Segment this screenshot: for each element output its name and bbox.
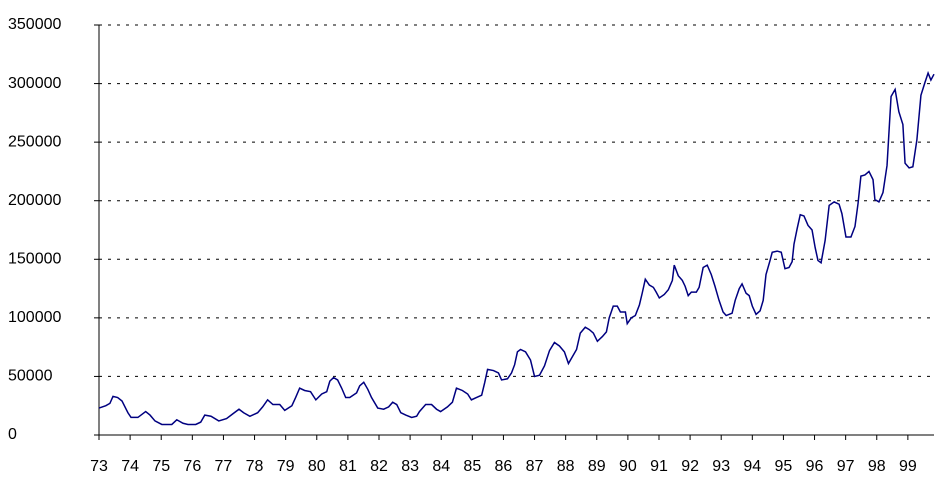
- data-line: [98, 70, 935, 426]
- y-tick-label: 0: [8, 426, 17, 443]
- x-tick-label: 77: [215, 458, 233, 475]
- x-tick-label: 76: [183, 458, 201, 475]
- x-tick-label: 91: [650, 458, 668, 475]
- x-tick-label: 80: [308, 458, 326, 475]
- x-tick-label: 73: [90, 458, 108, 475]
- y-tick-label: 250000: [8, 133, 61, 150]
- x-tick-label: 89: [588, 458, 606, 475]
- y-tick-label: 50000: [8, 368, 53, 385]
- y-tick-label: 350000: [8, 16, 61, 33]
- x-tick-label: 86: [495, 458, 513, 475]
- x-tick-label: 79: [277, 458, 295, 475]
- x-tick-label: 93: [712, 458, 730, 475]
- x-tick-label: 78: [246, 458, 264, 475]
- y-tick-label: 200000: [8, 192, 61, 209]
- x-tick-label: 81: [339, 458, 357, 475]
- x-tick-label: 98: [868, 458, 886, 475]
- x-tick-label: 90: [619, 458, 637, 475]
- x-tick-label: 92: [681, 458, 699, 475]
- x-tick-label: 96: [806, 458, 824, 475]
- x-tick-label: 83: [401, 458, 419, 475]
- x-tick-label: 87: [526, 458, 544, 475]
- x-tick-label: 84: [432, 458, 450, 475]
- y-tick-label: 150000: [8, 251, 61, 268]
- y-tick-label: 300000: [8, 75, 61, 92]
- y-tick-label: 100000: [8, 309, 61, 326]
- x-tick-label: 75: [152, 458, 170, 475]
- x-tick-label: 74: [121, 458, 139, 475]
- x-tick-label: 95: [775, 458, 793, 475]
- x-tick-label: 99: [899, 458, 917, 475]
- x-tick-label: 85: [463, 458, 481, 475]
- x-tick-label: 88: [557, 458, 575, 475]
- x-tick-label: 82: [370, 458, 388, 475]
- x-tick-label: 97: [837, 458, 855, 475]
- x-tick-label: 94: [743, 458, 761, 475]
